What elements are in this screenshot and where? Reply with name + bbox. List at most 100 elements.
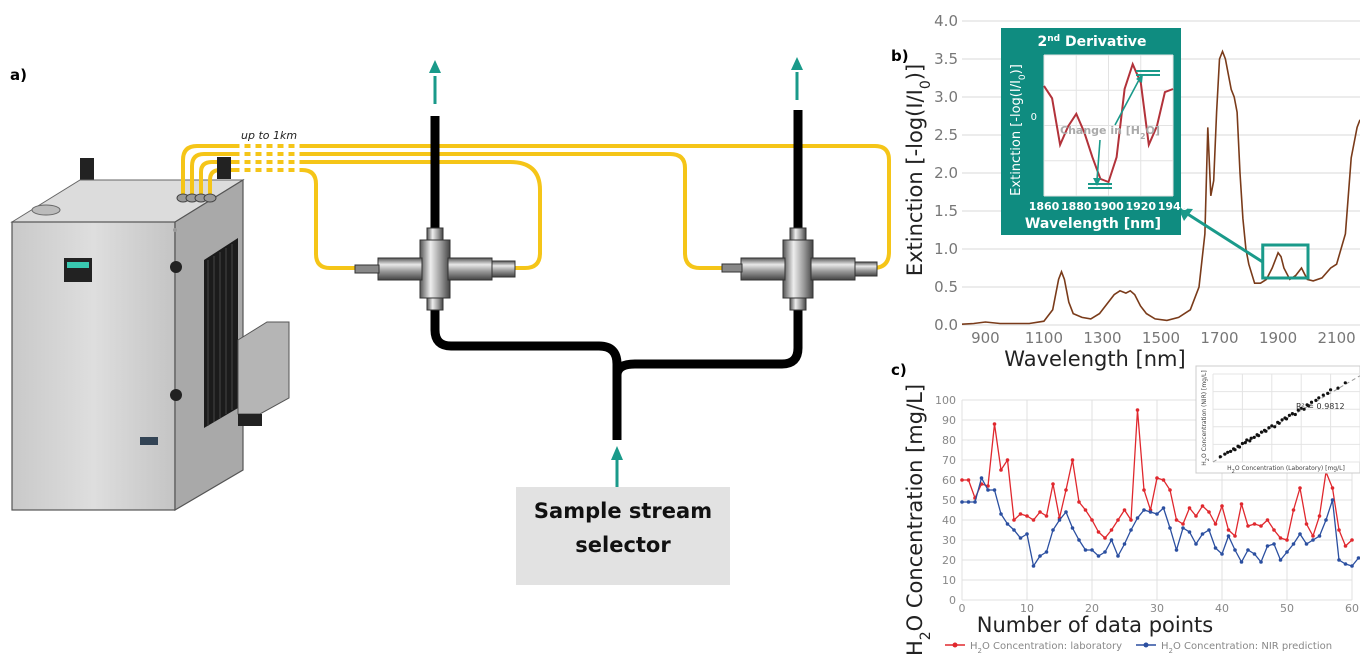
scatter-point xyxy=(1226,450,1230,454)
conc-xtick: 30 xyxy=(1150,602,1164,615)
scatter-ylabel: H2O Concentration (NIR) [mg/L] xyxy=(1201,370,1211,465)
spectrum-ytick: 3.0 xyxy=(934,88,958,106)
conc-point xyxy=(1161,478,1166,482)
selector-label-line2: selector xyxy=(575,533,671,557)
conc-point xyxy=(1161,506,1166,510)
conc-point xyxy=(1109,528,1114,532)
cabinet-display-icon xyxy=(64,258,92,282)
cabinet-front xyxy=(11,221,176,511)
conc-point xyxy=(1317,534,1322,538)
conc-point xyxy=(1051,528,1055,532)
spectrum-ytick: 2.5 xyxy=(934,126,958,144)
conc-ytick: 70 xyxy=(942,454,956,467)
scatter-point xyxy=(1284,417,1289,421)
conc-point xyxy=(1038,510,1042,514)
panel-label-a: a) xyxy=(10,66,27,84)
spectrum-ytick: 1.0 xyxy=(934,240,958,258)
conc-point xyxy=(1265,518,1270,522)
scatter-point xyxy=(1259,430,1264,434)
scatter-r2-annotation: R² = 0.9812 xyxy=(1296,402,1345,411)
flow-arrows xyxy=(429,57,803,487)
conc-point xyxy=(1298,486,1302,490)
conc-point xyxy=(1083,548,1088,552)
conc-point xyxy=(1298,532,1302,536)
scatter-point xyxy=(1223,452,1227,456)
conc-point xyxy=(1038,554,1042,558)
conc-point xyxy=(1226,534,1231,538)
spectrum-xtick: 1700 xyxy=(1200,329,1238,347)
scatter-point xyxy=(1252,435,1256,439)
conc-point xyxy=(1168,488,1172,492)
conc-point xyxy=(1317,514,1322,518)
process-pipes xyxy=(430,110,803,440)
conc-point xyxy=(1213,546,1218,550)
conc-ytick: 20 xyxy=(942,554,956,567)
conc-point xyxy=(1142,508,1146,512)
conc-point xyxy=(1330,498,1335,502)
conc-point xyxy=(1252,522,1257,526)
cabinet-top-fittings xyxy=(176,157,231,203)
conc-point xyxy=(1031,564,1036,568)
cabinet-display-screen xyxy=(67,262,89,268)
pipe-left-return xyxy=(430,310,622,440)
conc-point xyxy=(1090,548,1094,552)
spectrum-ytick: 4.0 xyxy=(934,12,958,30)
scatter-point xyxy=(1336,386,1340,390)
spectrum-xtick: 2100 xyxy=(1317,329,1355,347)
fiber-break xyxy=(239,142,300,176)
scatter-point xyxy=(1293,412,1297,417)
conc-point xyxy=(1135,516,1140,520)
scatter-point xyxy=(1240,441,1244,446)
inset-ylabel: Extinction [-log(I/I0)] xyxy=(1009,64,1028,196)
conc-point xyxy=(1012,528,1016,532)
inset-xtick: 1900 xyxy=(1093,200,1124,213)
conc-point xyxy=(1116,554,1120,558)
conc-point xyxy=(1220,504,1224,508)
scatter-xlabel: H2O Concentration (Laboratory) [mg/L] xyxy=(1227,465,1345,475)
conc-point xyxy=(1278,558,1283,562)
selector-label-line1: Sample stream xyxy=(534,499,712,523)
conc-point xyxy=(1057,518,1062,522)
inset-annotation: Change in [H2O] xyxy=(1060,124,1160,141)
conc-point xyxy=(1304,542,1309,546)
conc-point xyxy=(1096,554,1101,558)
scatter-point xyxy=(1287,413,1291,417)
spectrum-ytick: 0.0 xyxy=(934,316,958,334)
conc-point xyxy=(1070,526,1075,530)
scatter-point xyxy=(1296,408,1300,412)
derivative-inset-chart: 2nd Derivative 1860 1880 1900 1920 1940 Wavele… xyxy=(1001,28,1189,235)
scatter-background xyxy=(1195,365,1360,474)
conc-point xyxy=(1200,532,1205,536)
conc-point xyxy=(1265,544,1270,548)
cabinet-bottom-connector xyxy=(238,414,262,426)
conc-point xyxy=(1077,500,1081,504)
inset-callout-line xyxy=(1185,211,1264,264)
pipe-right-return xyxy=(612,310,803,376)
conc-ytick: 40 xyxy=(942,514,956,527)
change-arrow-up-icon xyxy=(1136,74,1143,83)
spectrum-ytick: 1.5 xyxy=(934,202,958,220)
fiber-cable-1 xyxy=(181,144,891,270)
conc-point xyxy=(1064,510,1068,514)
conc-point xyxy=(1096,530,1101,534)
side-module xyxy=(237,321,290,415)
conc-point xyxy=(1278,536,1283,540)
conc-point xyxy=(1129,518,1133,522)
conc-point xyxy=(1272,528,1276,532)
inset-xtick: 1920 xyxy=(1125,200,1156,213)
spectrum-xtick: 1500 xyxy=(1142,329,1180,347)
conc-point xyxy=(1031,518,1036,522)
conc-point xyxy=(1018,536,1023,540)
panel-label-b: b) xyxy=(891,47,909,65)
scatter-point xyxy=(1326,391,1330,395)
scatter-point xyxy=(1249,436,1253,440)
scatter-point xyxy=(1309,400,1314,404)
scatter-point xyxy=(1273,425,1277,429)
spectrum-xlabel: Wavelength [nm] xyxy=(1004,347,1185,371)
conc-point xyxy=(986,484,990,488)
conc-point xyxy=(1304,522,1309,526)
conc-point xyxy=(1051,482,1055,486)
conc-point xyxy=(1174,548,1179,552)
scatter-point xyxy=(1248,439,1252,443)
conc-point xyxy=(1025,514,1029,518)
